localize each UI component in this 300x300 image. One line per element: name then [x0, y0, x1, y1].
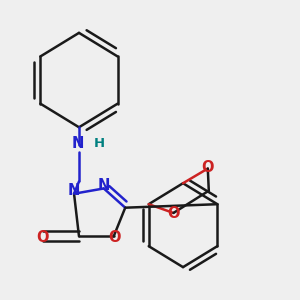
Text: O: O — [108, 230, 121, 245]
Text: O: O — [167, 206, 180, 221]
Text: H: H — [94, 136, 105, 149]
Text: O: O — [202, 160, 214, 175]
Text: N: N — [71, 136, 83, 151]
Text: O: O — [36, 230, 48, 245]
Text: N: N — [68, 183, 80, 198]
Text: N: N — [98, 178, 110, 193]
